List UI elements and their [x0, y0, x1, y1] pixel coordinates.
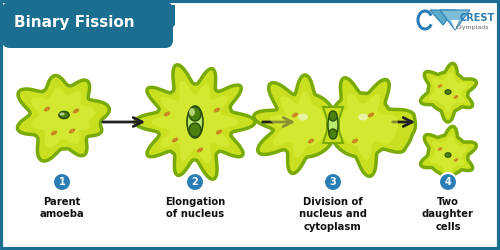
Circle shape [53, 173, 71, 191]
Ellipse shape [187, 106, 203, 138]
Text: 3: 3 [330, 177, 336, 187]
Text: Two
daughter
cells: Two daughter cells [422, 197, 474, 232]
Ellipse shape [298, 114, 308, 120]
Ellipse shape [445, 90, 451, 94]
Ellipse shape [189, 107, 201, 121]
Text: CREST: CREST [460, 13, 495, 23]
Text: Parent
amoeba: Parent amoeba [40, 197, 84, 220]
Ellipse shape [73, 108, 79, 114]
Circle shape [439, 173, 457, 191]
Ellipse shape [352, 138, 358, 143]
Ellipse shape [328, 112, 338, 138]
Polygon shape [323, 107, 343, 143]
Text: Olympiads: Olympiads [456, 26, 490, 30]
Ellipse shape [329, 129, 337, 139]
Ellipse shape [60, 112, 64, 116]
Ellipse shape [445, 153, 451, 157]
Polygon shape [254, 75, 337, 174]
Ellipse shape [438, 147, 442, 151]
Polygon shape [430, 136, 468, 175]
Ellipse shape [214, 108, 220, 112]
Polygon shape [135, 65, 255, 179]
Ellipse shape [164, 112, 170, 116]
FancyBboxPatch shape [2, 2, 173, 48]
Ellipse shape [197, 148, 203, 152]
Ellipse shape [308, 138, 314, 143]
Polygon shape [329, 78, 416, 176]
Ellipse shape [59, 112, 69, 118]
Ellipse shape [189, 108, 195, 116]
Ellipse shape [368, 112, 374, 117]
Ellipse shape [358, 114, 368, 120]
Ellipse shape [51, 130, 57, 136]
Text: Division of
nucleus and
cytoplasm: Division of nucleus and cytoplasm [299, 197, 367, 232]
Text: Elongation
of nucleus: Elongation of nucleus [165, 197, 225, 220]
Ellipse shape [292, 112, 298, 117]
Ellipse shape [454, 158, 458, 162]
Circle shape [186, 173, 204, 191]
Polygon shape [451, 20, 459, 30]
Polygon shape [420, 64, 476, 122]
Ellipse shape [189, 123, 201, 137]
Ellipse shape [172, 138, 178, 142]
Polygon shape [5, 5, 175, 45]
Polygon shape [430, 10, 455, 25]
Ellipse shape [438, 84, 442, 88]
Polygon shape [270, 91, 327, 158]
Polygon shape [420, 126, 476, 185]
Circle shape [324, 173, 342, 191]
Ellipse shape [44, 106, 50, 112]
Ellipse shape [216, 130, 222, 134]
Text: 2: 2 [192, 177, 198, 187]
Polygon shape [430, 72, 468, 112]
Text: 1: 1 [58, 177, 66, 187]
Ellipse shape [69, 128, 75, 134]
Text: Binary Fission: Binary Fission [14, 16, 134, 30]
Polygon shape [440, 10, 470, 30]
Ellipse shape [454, 95, 458, 99]
Polygon shape [18, 76, 110, 161]
Polygon shape [31, 88, 95, 148]
Ellipse shape [329, 111, 337, 121]
Polygon shape [152, 81, 238, 163]
Polygon shape [339, 93, 398, 160]
Text: 4: 4 [444, 177, 452, 187]
